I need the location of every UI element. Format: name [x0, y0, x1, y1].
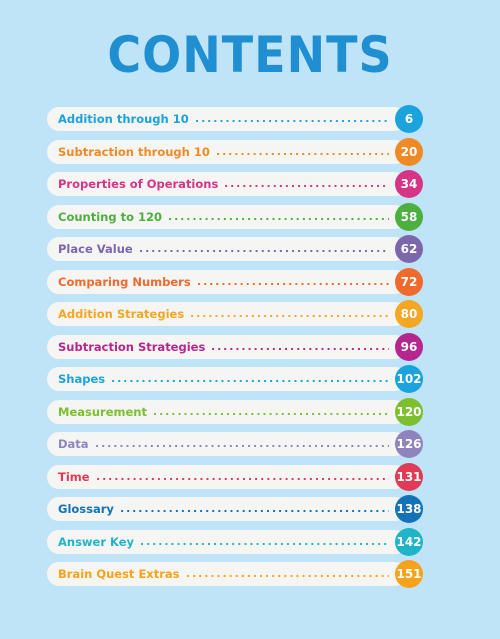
toc-leader-dots: ........................................… [120, 504, 389, 514]
toc-page-badge: 58 [395, 202, 423, 231]
toc-entry-label: Subtraction Strategies [58, 339, 206, 354]
toc-page-badge: 34 [395, 170, 423, 198]
toc-row-background [47, 237, 407, 261]
toc-row-background [47, 172, 407, 196]
toc-page-badge: 6 [395, 105, 423, 133]
toc-leader-dots: ........................................… [224, 179, 389, 189]
toc-row-background [47, 107, 407, 131]
toc-leader-dots: ........................................… [186, 569, 389, 579]
toc-row[interactable]: Glossary................................… [47, 495, 423, 523]
toc-row[interactable]: Place Value.............................… [47, 235, 423, 263]
toc-page-badge: 138 [395, 495, 423, 523]
toc-entry-label: Subtraction through 10 [58, 144, 210, 159]
toc-leader-dots: ........................................… [111, 374, 389, 384]
toc-row-background [47, 269, 407, 294]
toc-row-background [47, 432, 407, 456]
toc-entry-label: Properties of Operations [58, 177, 219, 191]
toc-row-background [47, 334, 407, 359]
table-of-contents: Addition through 10.....................… [47, 105, 423, 593]
toc-row-background [47, 497, 407, 521]
toc-row[interactable]: Subtraction Strategies..................… [47, 332, 423, 361]
toc-page-badge: 151 [395, 560, 423, 588]
toc-page-badge: 72 [395, 267, 423, 296]
toc-page-badge: 142 [395, 527, 423, 556]
toc-leader-dots: ........................................… [168, 211, 389, 222]
toc-row[interactable]: Addition through 10.....................… [47, 105, 423, 133]
toc-row[interactable]: Subtraction through 10..................… [47, 137, 423, 166]
toc-leader-dots: ........................................… [139, 244, 389, 254]
toc-page-badge: 62 [395, 235, 423, 263]
toc-entry-label: Shapes [58, 372, 106, 386]
toc-entry-label: Answer Key [58, 534, 135, 549]
toc-row-background [47, 529, 407, 554]
page-title: CONTENTS [107, 25, 393, 84]
toc-page-badge: 96 [395, 332, 423, 361]
toc-leader-dots: ........................................… [96, 471, 389, 482]
toc-row[interactable]: Counting to 120.........................… [47, 202, 423, 231]
toc-row[interactable]: Properties of Operations................… [47, 170, 423, 198]
toc-leader-dots: ........................................… [197, 276, 389, 287]
toc-entry-label: Addition through 10 [58, 112, 189, 126]
toc-leader-dots: ........................................… [153, 406, 389, 417]
toc-entry-label: Place Value [58, 242, 133, 256]
toc-row[interactable]: Time....................................… [47, 462, 423, 491]
toc-leader-dots: ........................................… [211, 341, 389, 352]
toc-entry-label: Glossary [58, 502, 114, 516]
toc-leader-dots: ........................................… [95, 439, 389, 449]
toc-entry-label: Comparing Numbers [58, 274, 191, 289]
toc-page-badge: 131 [395, 462, 423, 491]
toc-row[interactable]: Data....................................… [47, 430, 423, 458]
toc-row-background [47, 464, 407, 489]
toc-entry-label: Counting to 120 [58, 209, 162, 224]
toc-row[interactable]: Comparing Numbers.......................… [47, 267, 423, 296]
toc-page-badge: 80 [395, 300, 423, 328]
toc-page-badge: 126 [395, 430, 423, 458]
toc-leader-dots: ........................................… [216, 146, 389, 157]
toc-row[interactable]: Answer Key..............................… [47, 527, 423, 556]
toc-row[interactable]: Shapes..................................… [47, 365, 423, 393]
toc-page-badge: 20 [395, 137, 423, 166]
toc-leader-dots: ........................................… [190, 309, 389, 319]
toc-entry-label: Addition Strategies [58, 307, 185, 321]
toc-row-background [47, 139, 407, 164]
toc-row-background [47, 302, 407, 326]
toc-leader-dots: ........................................… [140, 536, 389, 547]
toc-row[interactable]: Addition Strategies.....................… [47, 300, 423, 328]
toc-row-background [47, 399, 407, 424]
toc-row-background [47, 204, 407, 229]
toc-entry-label: Time [58, 469, 90, 484]
toc-entry-label: Measurement [58, 404, 147, 419]
toc-entry-label: Data [58, 437, 89, 451]
toc-page-badge: 120 [395, 397, 423, 426]
toc-row[interactable]: Brain Quest Extras......................… [47, 560, 423, 588]
toc-leader-dots: ........................................… [195, 114, 389, 124]
toc-page-badge: 102 [395, 365, 423, 393]
toc-entry-label: Brain Quest Extras [58, 567, 180, 581]
toc-row-background [47, 367, 407, 391]
toc-row[interactable]: Measurement.............................… [47, 397, 423, 426]
toc-row-background [47, 562, 407, 586]
